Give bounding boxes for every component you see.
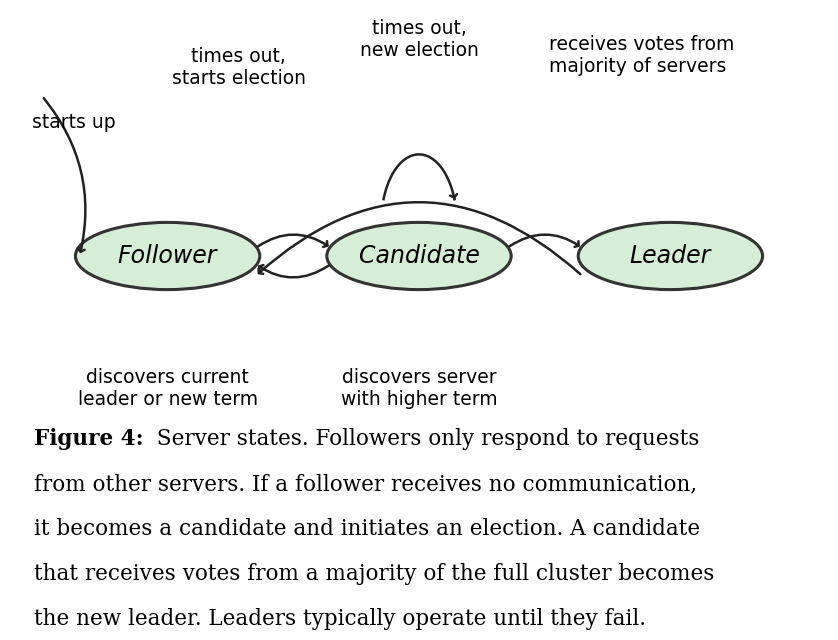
Text: the new leader. Leaders typically operate until they fail.: the new leader. Leaders typically operat… (34, 608, 645, 630)
Text: starts up: starts up (32, 113, 116, 132)
Ellipse shape (75, 222, 260, 289)
Ellipse shape (578, 222, 763, 289)
Text: that receives votes from a majority of the full cluster becomes: that receives votes from a majority of t… (34, 563, 714, 585)
Ellipse shape (327, 222, 511, 289)
Text: Leader: Leader (629, 244, 711, 268)
Text: Candidate: Candidate (359, 244, 479, 268)
Text: times out,
new election: times out, new election (360, 19, 478, 60)
Text: discovers server
with higher term: discovers server with higher term (341, 368, 497, 409)
Text: discovers current
leader or new term: discovers current leader or new term (78, 368, 257, 409)
Text: times out,
starts election: times out, starts election (172, 47, 306, 88)
Text: Server states. Followers only respond to requests: Server states. Followers only respond to… (150, 428, 700, 450)
Text: it becomes a candidate and initiates an election. A candidate: it becomes a candidate and initiates an … (34, 518, 700, 540)
Text: Follower: Follower (118, 244, 217, 268)
Text: from other servers. If a follower receives no communication,: from other servers. If a follower receiv… (34, 473, 696, 495)
Text: Figure 4:: Figure 4: (34, 428, 143, 450)
Text: receives votes from
majority of servers: receives votes from majority of servers (549, 35, 734, 76)
